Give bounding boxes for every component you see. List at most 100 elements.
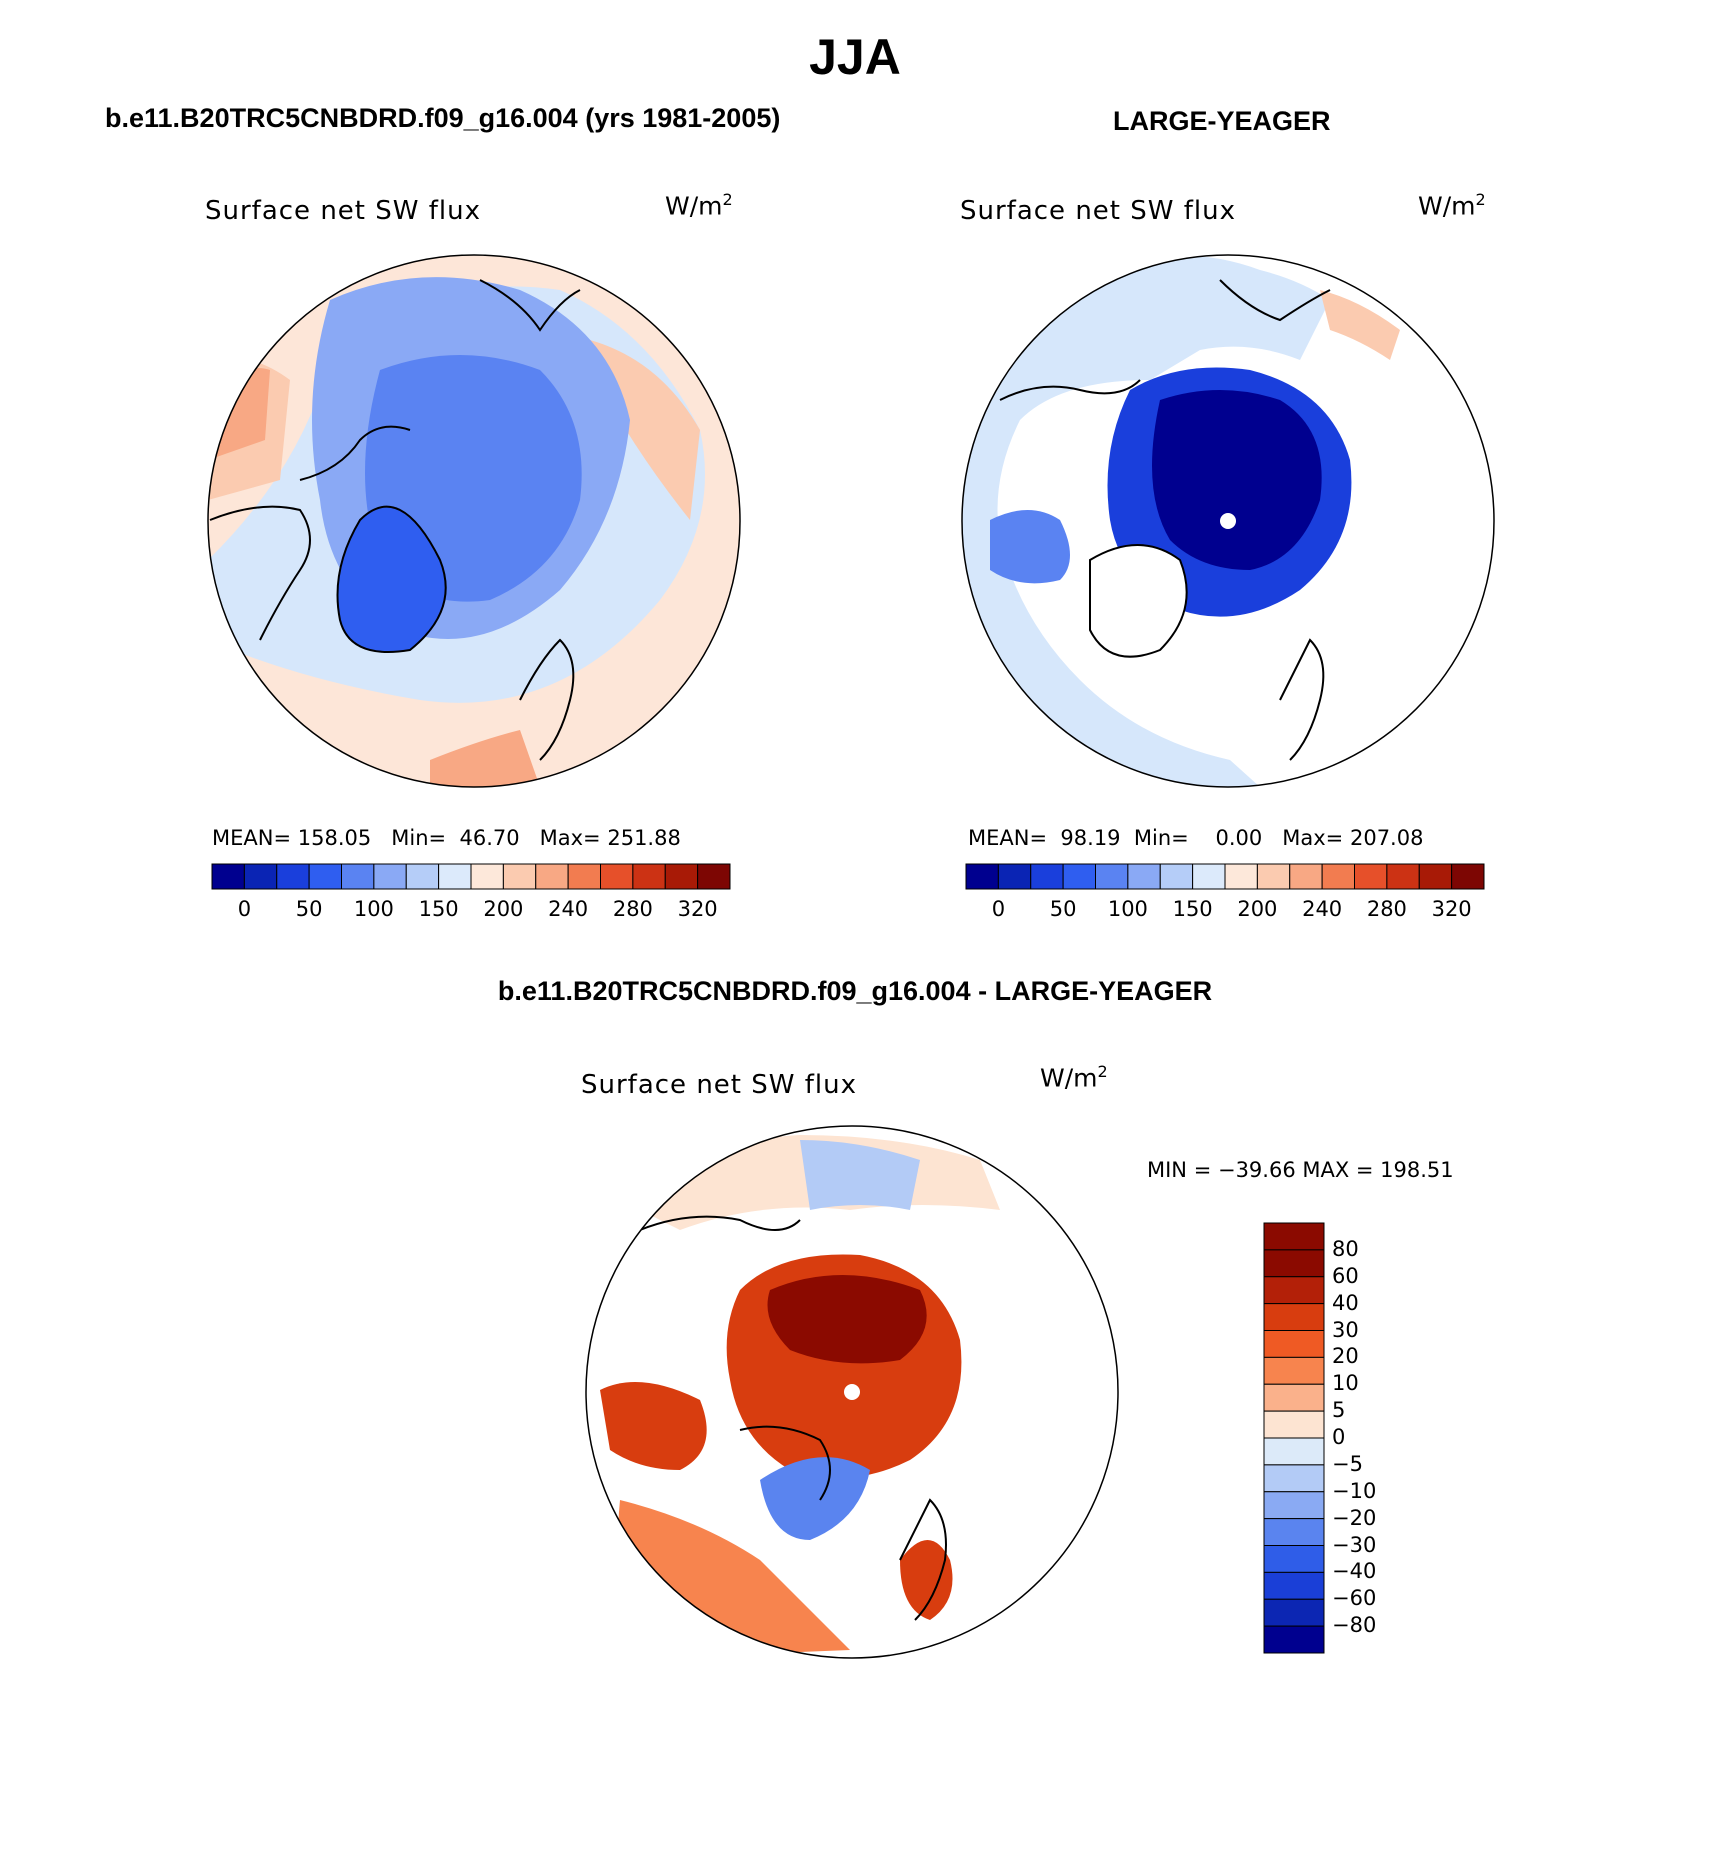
colorbar-swatch <box>1192 863 1226 890</box>
colorbar-swatch <box>567 863 601 890</box>
panel-diff-header: b.e11.B20TRC5CNBDRD.f09_g16.004 - LARGE-… <box>497 976 1213 1006</box>
colorbar-tick-label: 80 <box>1332 1236 1359 1261</box>
figure-title: JJA <box>809 29 901 85</box>
map-c-darkred-core <box>767 1275 927 1364</box>
colorbar-tick-label: 100 <box>1107 897 1148 921</box>
colorbar-swatch <box>438 863 472 890</box>
colorbar-swatch <box>341 863 375 890</box>
colorbar-tick-label: 280 <box>612 897 653 921</box>
colorbar-tick-label: 5 <box>1332 1398 1346 1423</box>
map-a-frame <box>207 254 741 788</box>
colorbar-swatch <box>1263 1518 1325 1546</box>
map-b-ocean-light <box>962 255 1330 787</box>
colorbar-tick-label: 240 <box>1302 897 1343 921</box>
colorbar-swatch <box>965 863 999 890</box>
colorbar-tick-label: −20 <box>1332 1505 1377 1530</box>
colorbar-swatch <box>1159 863 1194 890</box>
colorbar-swatch <box>1263 1383 1325 1412</box>
colorbar-swatch <box>1030 863 1064 890</box>
colorbar-tick-label: −10 <box>1332 1478 1377 1503</box>
colorbar-tick-label: 0 <box>991 897 1006 921</box>
panel-obs-variable: Surface net SW flux <box>960 196 1236 226</box>
colorbar-swatch <box>243 863 278 890</box>
panel-model-variable: Surface net SW flux <box>205 196 481 226</box>
colorbar-swatch <box>1263 1276 1325 1305</box>
colorbar-swatch <box>535 863 569 890</box>
colorbar-swatch <box>1263 1249 1325 1278</box>
map-c-blue-stripe <box>760 1457 870 1540</box>
colorbar-swatch <box>211 863 245 890</box>
map-c-blue-top <box>800 1140 920 1210</box>
map-a-coastline-3 <box>519 638 575 761</box>
colorbar-swatch <box>1263 1625 1325 1654</box>
colorbar-swatch <box>373 863 407 890</box>
panel-diff-stats: MIN = −39.66 MAX = 198.51 <box>1147 1158 1454 1182</box>
panel-obs-stats: MEAN= 98.19 Min= 0.00 Max= 207.08 <box>968 826 1424 850</box>
map-b-coastline-2 <box>1279 638 1325 761</box>
panel-obs-map <box>962 255 1494 787</box>
colorbar-tick-label: −30 <box>1332 1532 1377 1557</box>
map-b-orange-edge <box>1320 290 1400 360</box>
colorbar-swatch <box>1095 863 1129 890</box>
colorbar-tick-label: 50 <box>1049 897 1077 921</box>
map-a-red-margin-bottom <box>430 730 540 787</box>
colorbar-tick-label: 200 <box>1237 897 1278 921</box>
colorbar-swatch <box>276 863 310 890</box>
colorbar-tick-label: 320 <box>677 897 718 921</box>
map-a-coastline-4 <box>299 425 411 481</box>
panel-model-units: W/m2 <box>665 190 733 221</box>
panel-obs-colorbar <box>965 863 1485 890</box>
panel-diff-map <box>586 1126 1118 1658</box>
colorbar-swatch <box>470 863 504 890</box>
colorbar-tick-label: 0 <box>237 897 252 921</box>
colorbar-swatch <box>1263 1410 1325 1439</box>
panel-model-colorbar <box>211 863 731 890</box>
colorbar-tick-label: 20 <box>1332 1344 1359 1369</box>
map-a-greenland <box>336 505 447 653</box>
panel-model-map <box>208 255 740 787</box>
colorbar-tick-label: −40 <box>1332 1559 1377 1584</box>
colorbar-tick-label: 280 <box>1366 897 1407 921</box>
colorbar-swatch <box>1263 1545 1325 1573</box>
colorbar-tick-label: −80 <box>1332 1613 1377 1638</box>
colorbar-tick-label: −60 <box>1332 1586 1377 1611</box>
map-c-coastline-1 <box>639 1215 801 1231</box>
map-c-coastline-2 <box>899 1498 947 1621</box>
colorbar-swatch <box>1263 1222 1325 1251</box>
colorbar-swatch <box>1263 1571 1325 1600</box>
colorbar-swatch <box>697 863 731 890</box>
colorbar-swatch <box>1127 863 1161 890</box>
colorbar-swatch <box>1263 1356 1325 1385</box>
map-a-coastline-2 <box>479 279 581 332</box>
colorbar-swatch <box>1263 1598 1325 1627</box>
colorbar-tick-label: 240 <box>548 897 589 921</box>
panel-diff-variable: Surface net SW flux <box>581 1070 857 1100</box>
colorbar-swatch <box>1263 1491 1325 1520</box>
colorbar-tick-label: 30 <box>1332 1317 1359 1342</box>
colorbar-swatch <box>1386 863 1420 890</box>
colorbar-tick-label: 60 <box>1332 1263 1359 1288</box>
panel-diff-colorbar <box>1263 1222 1325 1654</box>
colorbar-swatch <box>1263 1330 1325 1358</box>
colorbar-swatch <box>1224 863 1258 890</box>
map-c-orange-right <box>900 1540 953 1620</box>
map-b-land-greenland <box>1089 544 1188 658</box>
map-b-shelf <box>990 510 1070 584</box>
colorbar-tick-label: 10 <box>1332 1371 1359 1396</box>
colorbar-swatch <box>1354 863 1388 890</box>
colorbar-swatch <box>1289 863 1323 890</box>
colorbar-swatch <box>1451 863 1485 890</box>
map-b-coastline-1 <box>999 379 1141 401</box>
map-c-red-left <box>600 1382 707 1470</box>
colorbar-swatch <box>405 863 440 890</box>
map-b-frame <box>961 254 1495 788</box>
map-b-icepack-core <box>1152 390 1322 570</box>
map-c-frame <box>585 1125 1119 1659</box>
colorbar-swatch <box>1256 863 1291 890</box>
map-c-coastline-3 <box>739 1425 831 1501</box>
north-pole-marker <box>1220 513 1236 529</box>
colorbar-swatch <box>1263 1303 1325 1331</box>
colorbar-swatch <box>1062 863 1096 890</box>
colorbar-tick-label: 200 <box>483 897 524 921</box>
